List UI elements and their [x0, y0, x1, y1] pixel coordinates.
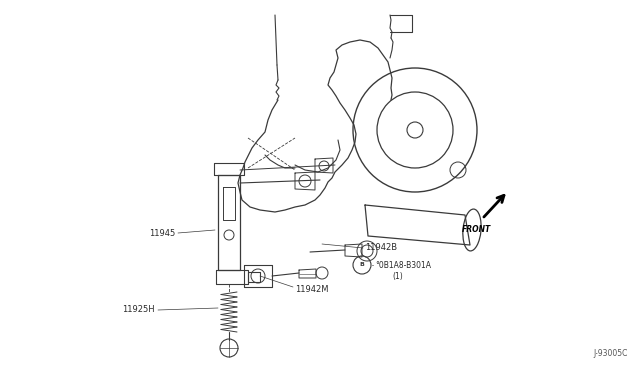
- Text: 11925H: 11925H: [122, 305, 155, 314]
- Text: J-93005C: J-93005C: [594, 349, 628, 358]
- Text: 11942M: 11942M: [295, 285, 328, 295]
- Text: °0B1A8-B301A: °0B1A8-B301A: [375, 260, 431, 269]
- Text: (1): (1): [392, 273, 403, 282]
- Text: 11942B: 11942B: [365, 244, 397, 253]
- Text: FRONT: FRONT: [462, 225, 492, 234]
- Text: 11945: 11945: [148, 228, 175, 237]
- Text: B: B: [360, 263, 364, 267]
